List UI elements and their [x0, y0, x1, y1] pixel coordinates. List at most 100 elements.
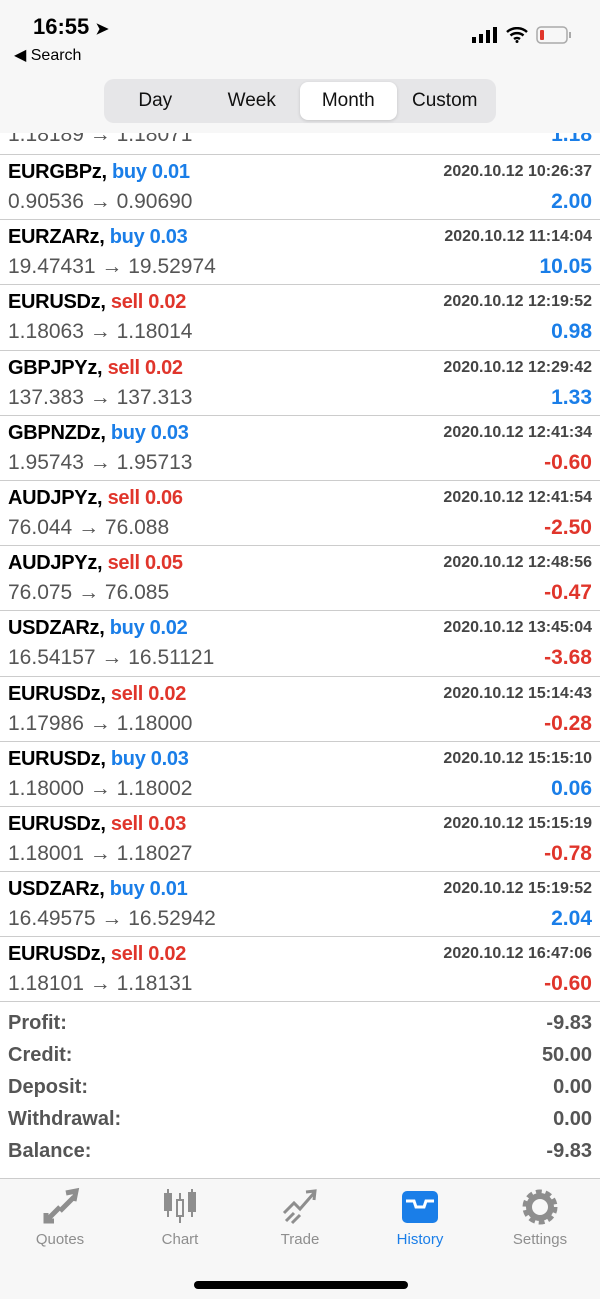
trade-trend-icon [282, 1189, 317, 1225]
trade-symbol: AUDJPYz, sell 0.05 [8, 552, 183, 575]
trade-symbol: USDZARz, buy 0.02 [8, 617, 188, 640]
gear-icon [522, 1189, 558, 1225]
segment-custom[interactable]: Custom [412, 90, 478, 111]
trade-profit: 10.05 [539, 255, 592, 279]
trade-symbol: EURUSDz, sell 0.02 [8, 682, 187, 705]
trade-row[interactable]: EURGBPz, buy 0.01 2020.10.12 10:26:37 0.… [0, 155, 600, 221]
segment-month[interactable]: Month [300, 82, 397, 120]
trade-profit: -0.47 [544, 581, 592, 605]
trade-date: 2020.10.12 16:47:06 [443, 945, 592, 963]
summary-profit: Profit: -9.83 [8, 1012, 592, 1034]
tab-label: Settings [512, 1231, 568, 1248]
tab-settings[interactable]: Settings [480, 1187, 600, 1248]
trade-volume: sell 0.02 [107, 356, 183, 379]
trade-date: 2020.10.12 15:15:10 [443, 749, 592, 767]
trade-prices: 16.49575 → 16.52942 [8, 907, 216, 931]
trade-row[interactable]: EURUSDz, sell 0.02 2020.10.12 12:19:52 1… [0, 285, 600, 351]
summary-deposit: Deposit: 0.00 [8, 1076, 592, 1098]
trade-row[interactable]: GBPNZDz, buy 0.03 2020.10.12 12:41:34 1.… [0, 416, 600, 481]
trade-date: 2020.10.12 11:14:04 [444, 228, 592, 246]
tab-history[interactable]: History [360, 1187, 480, 1248]
status-time: 16:55 ➤ [33, 14, 109, 39]
tab-label: History [396, 1231, 444, 1248]
segment-week[interactable]: Week [227, 90, 276, 111]
trade-profit: 2.00 [551, 190, 592, 213]
trade-row[interactable]: EURUSDz, buy 0.03 2020.10.12 15:15:10 1.… [0, 742, 600, 807]
trade-volume: sell 0.02 [110, 291, 187, 314]
trade-row[interactable]: EURUSDz, sell 0.03 2020.10.12 15:15:19 1… [0, 807, 600, 873]
trade-volume: sell 0.02 [110, 943, 187, 966]
trade-symbol: GBPNZDz, buy 0.03 [8, 421, 189, 444]
tab-label: Chart [161, 1231, 199, 1248]
trade-date: 2020.10.12 12:19:52 [443, 293, 592, 311]
summary-balance: Balance: -9.83 [8, 1140, 592, 1162]
tab-bar: Quotes Chart Trade History Settings [0, 1178, 600, 1299]
trade-volume: sell 0.03 [110, 812, 187, 835]
tab-label: Trade [280, 1231, 320, 1248]
trade-profit: 1.33 [551, 385, 592, 409]
trade-prices: 1.18001 → 1.18027 [8, 841, 193, 865]
trade-row[interactable]: USDZARz, buy 0.02 2020.10.12 13:45:04 16… [0, 611, 600, 677]
trade-row[interactable]: EURUSDz, sell 0.02 2020.10.12 15:14:43 1… [0, 677, 600, 742]
trade-symbol: EURGBPz, buy 0.01 [8, 161, 190, 183]
trade-date: 2020.10.12 12:41:54 [443, 488, 592, 506]
trade-prices: 137.383 → 137.313 [8, 385, 193, 409]
trade-symbol: USDZARz, buy 0.01 [8, 878, 188, 901]
trade-volume: sell 0.05 [107, 552, 183, 575]
tab-trade[interactable]: Trade [240, 1187, 360, 1248]
trade-row[interactable]: EURZARz, buy 0.03 2020.10.12 11:14:04 19… [0, 220, 600, 286]
signal-icon [472, 27, 497, 43]
trade-volume: buy 0.01 [112, 161, 190, 183]
home-indicator [194, 1281, 408, 1289]
trade-volume: buy 0.01 [109, 878, 188, 901]
trade-prices: 1.18063 → 1.18014 [8, 320, 193, 344]
trade-symbol: EURUSDz, sell 0.03 [8, 812, 187, 835]
trade-history-list: 1.18189 → 1.18071 1.18 EURGBPz, buy 0.01 … [0, 133, 600, 1003]
trade-profit: -0.28 [544, 711, 592, 735]
trade-volume: sell 0.06 [107, 486, 183, 509]
trade-date: 2020.10.12 12:41:34 [443, 423, 592, 441]
trade-row[interactable]: AUDJPYz, sell 0.05 2020.10.12 12:48:56 7… [0, 546, 600, 612]
segment-day[interactable]: Day [138, 90, 173, 111]
trade-prices: 76.044 → 76.088 [8, 515, 170, 539]
tab-label: Quotes [35, 1231, 85, 1248]
trade-symbol: EURUSDz, sell 0.02 [8, 291, 187, 314]
trade-prices: 76.075 → 76.085 [8, 581, 170, 605]
trade-symbol: GBPJPYz, sell 0.02 [8, 356, 183, 379]
trade-symbol: EURUSDz, buy 0.03 [8, 747, 189, 770]
trade-prices: 1.17986 → 1.18000 [8, 711, 193, 735]
tab-chart[interactable]: Chart [120, 1187, 240, 1248]
account-summary: Profit: -9.83 Credit: 50.00 Deposit: 0.00 With… [8, 1012, 592, 1172]
trade-prices: 1.18101 → 1.18131 [8, 972, 193, 996]
location-icon: ➤ [95, 21, 109, 38]
trade-row[interactable]: GBPJPYz, sell 0.02 2020.10.12 12:29:42 1… [0, 351, 600, 416]
trade-profit: 2.04 [551, 907, 592, 931]
trade-date: 2020.10.12 12:29:42 [443, 358, 592, 376]
trade-date: 2020.10.12 10:26:37 [443, 163, 592, 180]
trade-symbol: AUDJPYz, sell 0.06 [8, 486, 183, 509]
trade-prices: 0.90536 → 0.90690 [8, 190, 193, 213]
trade-row[interactable]: EURUSDz, sell 0.02 2020.10.12 16:47:06 1… [0, 937, 600, 1003]
trade-row[interactable]: AUDJPYz, sell 0.06 2020.10.12 12:41:54 7… [0, 481, 600, 547]
trade-volume: buy 0.02 [109, 617, 188, 640]
period-segmented-control: Day Week Month Custom [104, 79, 496, 123]
trade-row[interactable]: USDZARz, buy 0.01 2020.10.12 15:19:52 16… [0, 872, 600, 938]
trade-date: 2020.10.12 13:45:04 [443, 619, 592, 637]
trade-date: 2020.10.12 15:14:43 [443, 684, 592, 702]
tab-quotes[interactable]: Quotes [0, 1187, 120, 1248]
candlestick-icon [164, 1189, 196, 1223]
trade-volume: sell 0.02 [110, 682, 187, 705]
trade-profit: -0.60 [544, 450, 592, 474]
summary-withdrawal: Withdrawal: 0.00 [8, 1108, 592, 1130]
trade-profit: -0.60 [544, 972, 592, 996]
trade-row-partial[interactable]: 1.18189 → 1.18071 1.18 [0, 133, 600, 155]
trade-prices: 1.18000 → 1.18002 [8, 776, 193, 800]
trade-volume: buy 0.03 [109, 226, 188, 249]
trade-profit: -2.50 [544, 515, 592, 539]
battery-icon [536, 26, 571, 44]
trade-profit: -3.68 [544, 646, 592, 670]
back-to-search[interactable]: ◀ Search [14, 47, 82, 64]
trade-volume: buy 0.03 [110, 747, 189, 770]
trade-volume: buy 0.03 [110, 421, 189, 444]
trade-symbol: EURUSDz, sell 0.02 [8, 943, 187, 966]
